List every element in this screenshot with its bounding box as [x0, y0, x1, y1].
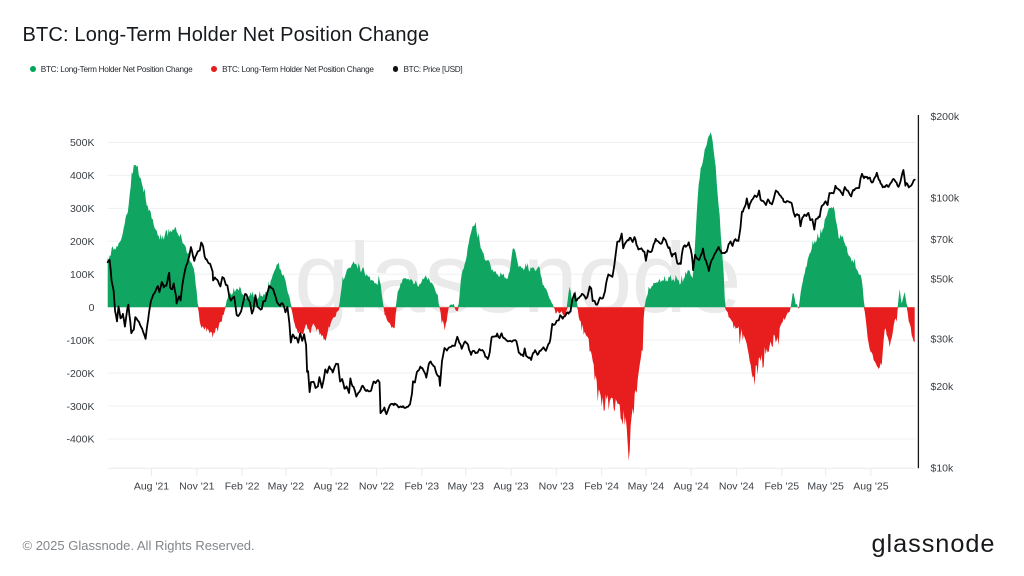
svg-text:Aug '25: Aug '25	[853, 481, 888, 493]
svg-text:$70k: $70k	[931, 234, 955, 246]
svg-text:300K: 300K	[70, 203, 95, 215]
svg-text:-300K: -300K	[66, 401, 94, 413]
svg-text:Feb '25: Feb '25	[764, 481, 799, 493]
svg-text:-400K: -400K	[66, 434, 94, 446]
svg-text:100K: 100K	[70, 269, 95, 281]
svg-text:Nov '23: Nov '23	[539, 481, 574, 493]
svg-text:May '22: May '22	[268, 481, 305, 493]
svg-text:Aug '24: Aug '24	[674, 481, 709, 493]
svg-text:$200k: $200k	[931, 111, 960, 123]
svg-text:0: 0	[89, 302, 95, 314]
svg-text:Feb '23: Feb '23	[404, 481, 439, 493]
svg-text:$20k: $20k	[931, 381, 955, 393]
svg-text:Feb '24: Feb '24	[584, 481, 619, 493]
svg-text:May '24: May '24	[628, 481, 665, 493]
svg-text:Feb '22: Feb '22	[225, 481, 260, 493]
svg-text:-200K: -200K	[66, 368, 94, 380]
svg-text:-100K: -100K	[66, 335, 94, 347]
svg-text:Nov '22: Nov '22	[359, 481, 394, 493]
svg-text:200K: 200K	[70, 236, 95, 248]
svg-text:$10k: $10k	[931, 463, 955, 475]
svg-text:500K: 500K	[70, 137, 95, 149]
svg-text:$100k: $100k	[931, 192, 960, 204]
svg-text:May '23: May '23	[447, 481, 484, 493]
svg-text:$50k: $50k	[931, 274, 955, 286]
svg-text:Nov '24: Nov '24	[719, 481, 754, 493]
svg-text:Aug '23: Aug '23	[493, 481, 528, 493]
svg-text:400K: 400K	[70, 170, 95, 182]
svg-text:May '25: May '25	[807, 481, 844, 493]
svg-text:Aug '22: Aug '22	[314, 481, 349, 493]
svg-text:Nov '21: Nov '21	[179, 481, 214, 493]
svg-text:Aug '21: Aug '21	[134, 481, 169, 493]
svg-text:$30k: $30k	[931, 334, 955, 346]
